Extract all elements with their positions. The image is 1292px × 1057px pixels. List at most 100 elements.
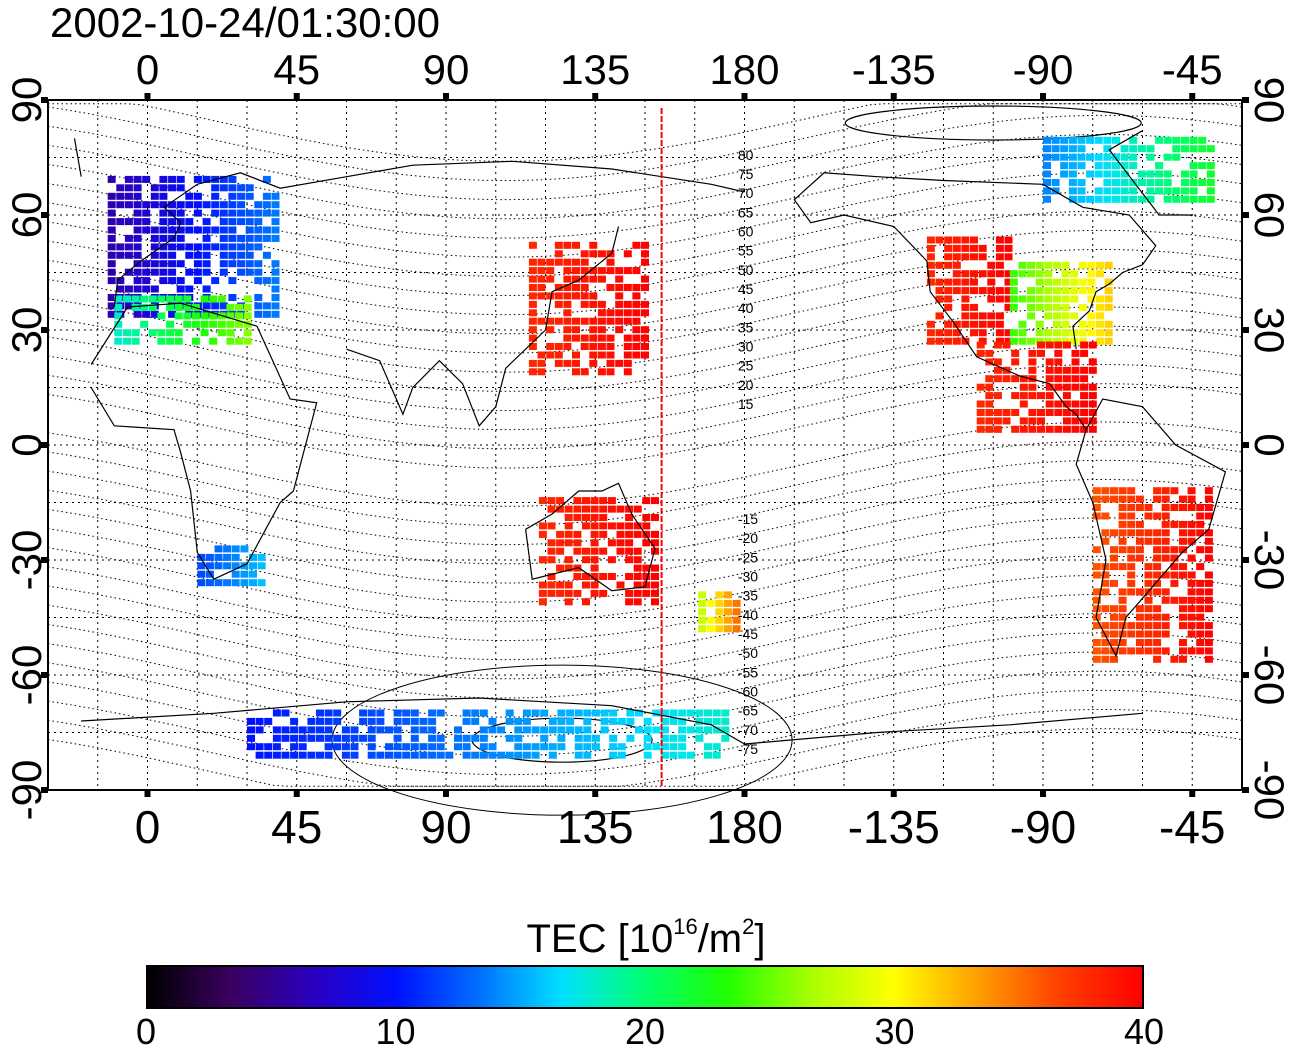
tec-cell (1053, 303, 1061, 311)
tec-cell (1094, 187, 1103, 195)
tec-cell (176, 285, 185, 293)
tec-cell (235, 312, 244, 320)
tec-cell (1153, 529, 1162, 537)
tec-cell (1054, 366, 1063, 374)
tec-cell (1161, 622, 1170, 630)
tec-cell (1094, 153, 1103, 161)
tec-cell (546, 351, 555, 359)
tec-cell (1045, 375, 1054, 383)
tec-cell (597, 317, 606, 325)
tec-cell (540, 734, 549, 742)
top-tick (890, 93, 897, 100)
tec-cell (1070, 270, 1079, 278)
tec-cell (961, 278, 970, 286)
tec-cell (1196, 630, 1205, 638)
tec-cell (445, 751, 454, 759)
tec-cell (133, 209, 142, 217)
tec-cell (1163, 153, 1172, 161)
tec-cell (211, 277, 220, 285)
tec-cell (961, 337, 970, 345)
colorbar-tick-label: 40 (1123, 1011, 1165, 1052)
tec-cell (1206, 187, 1215, 195)
tec-cell (133, 218, 142, 226)
tec-cell (651, 598, 659, 606)
tec-cell (993, 409, 1002, 416)
tec-cell (1011, 425, 1020, 433)
tec-cell (1053, 329, 1061, 337)
tec-cell (1161, 504, 1170, 511)
tec-cell (124, 285, 133, 293)
tec-cell (1088, 409, 1097, 416)
tec-cell (574, 726, 583, 734)
tec-cell (226, 320, 235, 328)
tec-cell (1172, 145, 1181, 153)
tec-cell (200, 295, 209, 303)
tec-cell (1170, 520, 1179, 528)
tec-cell (166, 295, 175, 303)
tec-cell (590, 581, 599, 589)
tec-cell (1086, 195, 1095, 203)
tec-cell (240, 545, 249, 553)
tec-cell (1153, 579, 1162, 587)
tec-cell (572, 351, 580, 359)
tec-cell (1137, 170, 1146, 178)
tec-cell (1187, 630, 1196, 638)
tec-cell (715, 591, 724, 599)
tec-cell (944, 244, 953, 252)
tec-cell (580, 334, 589, 342)
tec-cell (150, 234, 159, 242)
tec-cell (150, 251, 159, 259)
tec-cell (176, 226, 185, 234)
tec-cell (193, 268, 202, 276)
lon-tick-label-top: 90 (423, 46, 470, 93)
tec-cell (615, 300, 624, 308)
tec-cell (245, 209, 254, 217)
tec-cell (237, 234, 246, 242)
tec-cell (583, 726, 592, 734)
tec-cell (952, 253, 961, 261)
tec-cell (1080, 417, 1089, 425)
tec-cell (633, 547, 642, 555)
tec-cell (985, 383, 994, 391)
tec-cell (1129, 187, 1138, 195)
tec-cell (1071, 409, 1080, 416)
tec-cell (573, 530, 582, 538)
tec-cell (211, 201, 220, 209)
tec-region (1009, 261, 1113, 345)
tec-cell (1135, 554, 1144, 562)
tec-cell (686, 726, 695, 734)
tec-cell (1062, 375, 1071, 383)
coastline (1075, 398, 1227, 658)
magnetic-contour (47, 574, 1242, 661)
coastline (346, 226, 620, 427)
tec-cell (471, 734, 480, 742)
tec-region (247, 709, 730, 759)
tec-cell (642, 539, 651, 547)
tec-cell (1009, 287, 1018, 295)
tec-cell (616, 522, 625, 530)
tec-cell (1179, 537, 1187, 545)
tec-cell (995, 287, 1004, 295)
tec-cell (652, 726, 661, 734)
left-tick (41, 557, 48, 563)
top-tick (443, 93, 449, 100)
tec-cell (1044, 312, 1053, 320)
tec-cell (554, 351, 563, 359)
tec-cell (642, 530, 651, 538)
tec-cell (264, 751, 273, 759)
tec-cell (528, 300, 537, 308)
tec-cell (237, 260, 246, 268)
tec-cell (606, 368, 615, 376)
tec-cell (547, 589, 556, 597)
tec-cell (557, 743, 566, 751)
tec-cell (1196, 647, 1205, 655)
tec-cell (926, 278, 935, 286)
tec-cell (1110, 554, 1118, 562)
tec-cell (642, 514, 651, 521)
tec-cell (245, 234, 254, 242)
tec-cell (243, 337, 252, 345)
tec-cell (1044, 337, 1053, 345)
tec-cell (133, 226, 142, 234)
tec-cell (589, 275, 598, 283)
tec-cell (633, 522, 642, 530)
